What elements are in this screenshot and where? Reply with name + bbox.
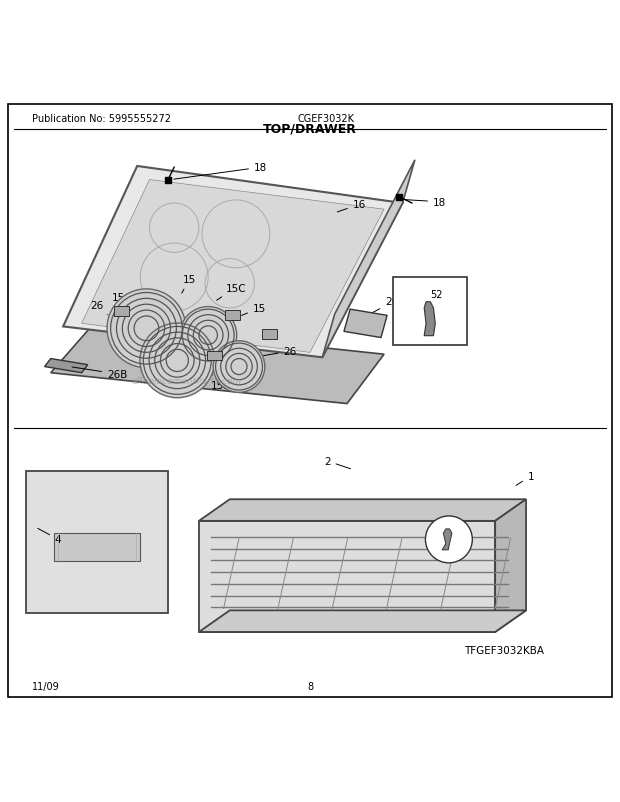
Circle shape (213, 342, 265, 393)
Text: eReplacementParts.com: eReplacementParts.com (131, 376, 242, 385)
Bar (114, 306, 129, 317)
Text: 16: 16 (337, 200, 366, 213)
Text: 26A: 26A (370, 296, 405, 314)
Polygon shape (199, 521, 495, 632)
Text: 26B: 26B (72, 367, 128, 379)
Text: 15: 15 (182, 274, 197, 294)
Polygon shape (199, 500, 526, 521)
Text: 15B: 15B (210, 375, 231, 391)
Text: TFGEF3032KBA: TFGEF3032KBA (464, 645, 544, 655)
Text: 26: 26 (264, 346, 297, 357)
Polygon shape (344, 310, 387, 338)
Text: 15: 15 (242, 303, 266, 316)
Text: 7: 7 (435, 540, 449, 557)
Text: 2: 2 (324, 456, 350, 469)
Text: 4: 4 (38, 529, 61, 545)
Polygon shape (442, 529, 452, 550)
Polygon shape (82, 180, 384, 353)
Polygon shape (322, 160, 415, 358)
Text: 15A: 15A (112, 293, 132, 309)
Polygon shape (424, 302, 435, 336)
Circle shape (180, 307, 237, 364)
Bar (262, 330, 277, 339)
Bar (226, 311, 241, 321)
Text: 15C: 15C (216, 283, 246, 301)
Bar (207, 351, 222, 361)
Text: 1: 1 (516, 472, 534, 486)
Text: 52: 52 (430, 290, 454, 302)
Polygon shape (26, 472, 168, 614)
Text: 8: 8 (307, 681, 313, 691)
Polygon shape (63, 167, 402, 358)
Text: Publication No: 5995555272: Publication No: 5995555272 (32, 115, 171, 124)
Polygon shape (54, 533, 140, 561)
FancyBboxPatch shape (7, 105, 613, 697)
Circle shape (425, 516, 472, 563)
Polygon shape (495, 500, 526, 632)
FancyBboxPatch shape (393, 277, 467, 346)
Text: 18: 18 (402, 197, 446, 208)
Circle shape (140, 324, 215, 399)
Text: 52: 52 (430, 290, 443, 300)
Circle shape (107, 290, 186, 368)
Text: 11/09: 11/09 (32, 681, 60, 691)
Text: 26: 26 (91, 301, 107, 315)
Polygon shape (199, 610, 526, 632)
Polygon shape (45, 359, 88, 373)
Text: TOP/DRAWER: TOP/DRAWER (263, 123, 357, 136)
Polygon shape (51, 324, 384, 404)
Text: CGEF3032K: CGEF3032K (298, 115, 355, 124)
Text: 18: 18 (174, 163, 267, 180)
